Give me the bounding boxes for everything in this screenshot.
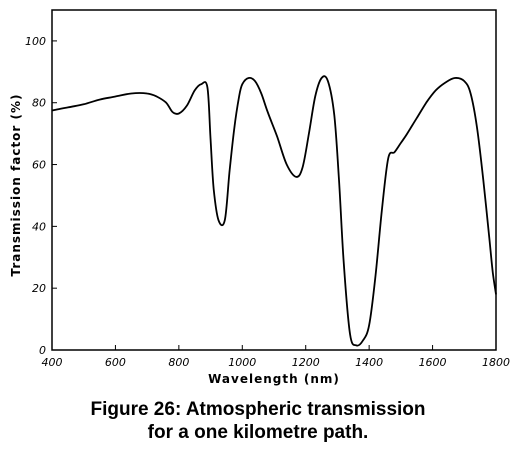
x-axis-ticks: 400 600 800 1000 1200 1400 1600 1800 <box>42 345 510 369</box>
y-tick-label: 60 <box>32 159 46 172</box>
x-tick-label: 400 <box>42 356 63 369</box>
y-tick-label: 0 <box>39 344 46 357</box>
x-tick-label: 1600 <box>419 356 447 369</box>
x-tick-label: 1200 <box>292 356 320 369</box>
x-tick-label: 1400 <box>355 356 383 369</box>
figure-caption-line-2: for a one kilometre path. <box>147 422 369 443</box>
y-axis-ticks: 0 20 40 60 80 100 <box>25 35 57 357</box>
x-tick-label: 800 <box>168 356 189 369</box>
x-tick-label: 1800 <box>482 356 510 369</box>
x-tick-label: 1000 <box>228 356 256 369</box>
plot-frame <box>51 9 497 351</box>
x-axis-title: Wavelength (nm) <box>208 372 340 386</box>
transmission-curve <box>51 75 497 347</box>
y-tick-label: 20 <box>32 282 46 295</box>
y-axis-title: Transmission factor (%) <box>9 93 23 276</box>
y-tick-label: 80 <box>32 97 46 110</box>
y-tick-label: 40 <box>32 220 46 233</box>
transmission-chart: 400 600 800 1000 1200 1400 1600 1800 0 20 40 60 80 1… <box>9 9 510 386</box>
y-tick-label: 100 <box>25 35 46 48</box>
figure-caption-line-1: Figure 26: Atmospheric transmission <box>90 399 426 420</box>
x-tick-label: 600 <box>105 356 126 369</box>
